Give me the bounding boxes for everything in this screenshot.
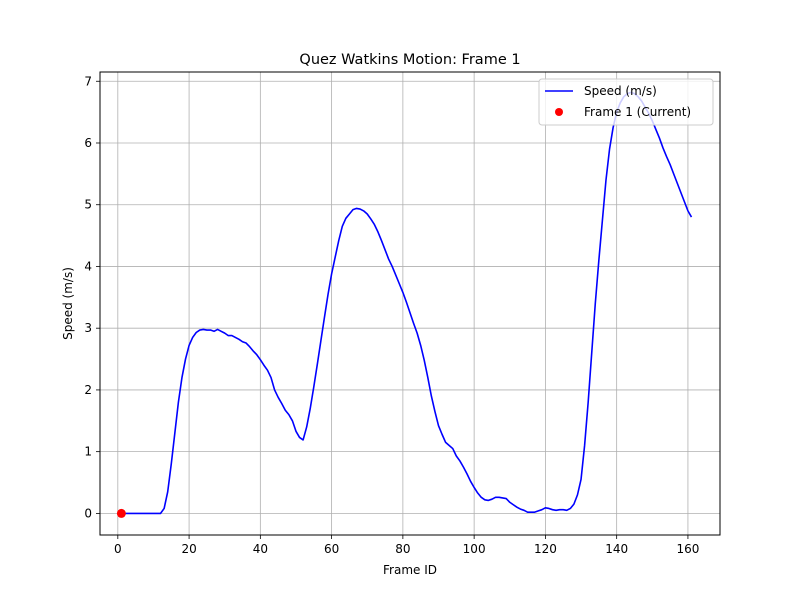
ticks: 0 20 40 60 80 100 120 140 160 0 1 2 3 4 5 6 7	[84, 74, 699, 556]
legend-entry-current-frame: Frame 1 (Current)	[584, 105, 691, 119]
x-tick-label: 120	[534, 542, 557, 556]
x-tick-label: 0	[114, 542, 122, 556]
y-tick-label: 6	[84, 136, 92, 150]
x-tick-label: 20	[181, 542, 196, 556]
legend: Speed (m/s) Frame 1 (Current)	[538, 78, 714, 126]
x-tick-label: 80	[395, 542, 410, 556]
grid	[100, 72, 720, 535]
y-tick-label: 7	[84, 74, 92, 88]
y-axis-label: Speed (m/s)	[61, 267, 75, 340]
y-tick-label: 1	[84, 445, 92, 459]
series-line-speed	[121, 91, 693, 515]
axes-frame	[99, 71, 721, 536]
x-tick-label: 160	[676, 542, 699, 556]
legend-point-swatch	[555, 108, 563, 116]
y-tick-label: 5	[84, 198, 92, 212]
x-tick-label: 100	[463, 542, 486, 556]
chart-title: Quez Watkins Motion: Frame 1	[299, 52, 520, 68]
x-axis-label: Frame ID	[383, 563, 437, 577]
x-tick-label: 40	[253, 542, 268, 556]
y-tick-label: 2	[84, 383, 92, 397]
y-tick-label: 4	[84, 259, 92, 273]
current-frame-point	[116, 508, 126, 518]
y-tick-label: 3	[84, 321, 92, 335]
y-tick-label: 0	[84, 506, 92, 520]
x-tick-label: 60	[324, 542, 339, 556]
x-tick-label: 140	[605, 542, 628, 556]
legend-entry-speed: Speed (m/s)	[584, 84, 657, 98]
plot-area	[116, 91, 693, 518]
legend-box	[538, 78, 714, 126]
